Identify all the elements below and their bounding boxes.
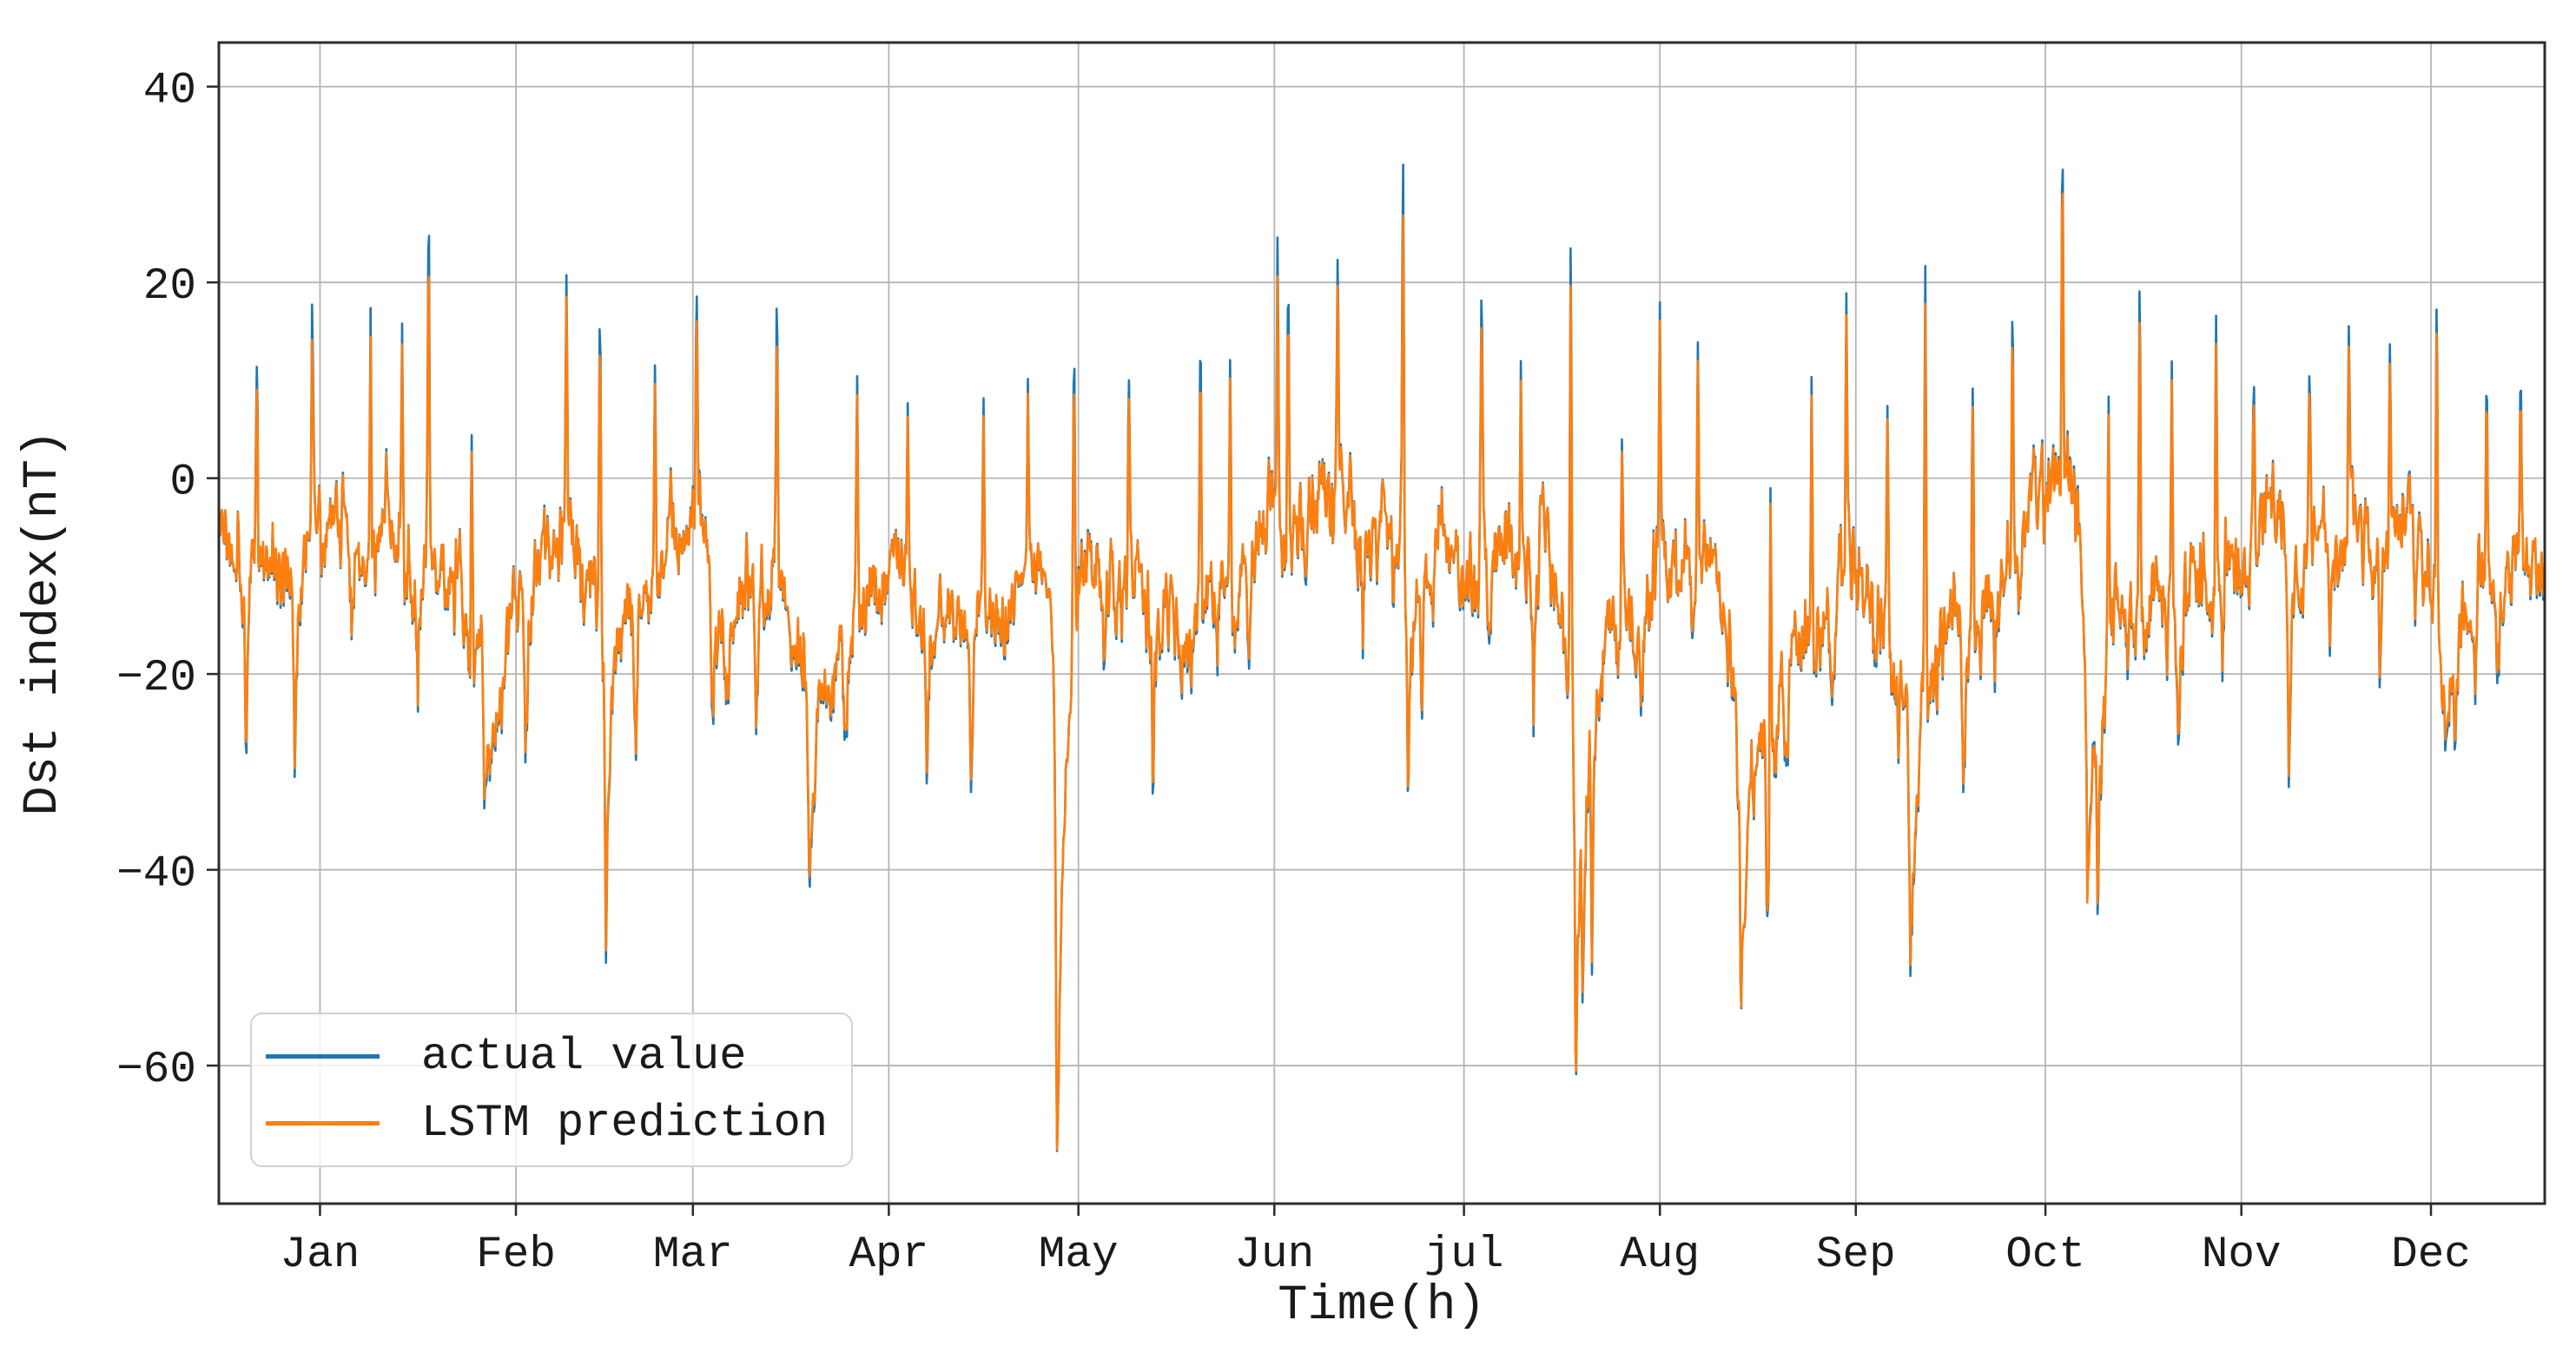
lstm-prediction-line xyxy=(219,192,2545,1151)
plot-border xyxy=(217,41,2546,1205)
x-tick-label: Dec xyxy=(2391,1231,2471,1280)
legend-line-actual-value-icon xyxy=(266,1054,380,1059)
axis-ticks: 40 20 0 −20 −40 −60 Jan Feb Mar Apr May Jun jul Aug Se… xyxy=(116,67,2471,1280)
y-axis-label: Dst index(nT) xyxy=(16,429,71,816)
legend-label-lstm-prediction: LSTM prediction xyxy=(421,1098,829,1149)
x-tick-label: Aug xyxy=(1620,1231,1700,1280)
y-tick-label: 20 xyxy=(143,262,196,312)
legend-line-lstm-prediction-icon xyxy=(266,1121,380,1125)
x-tick-label: Apr xyxy=(849,1231,928,1280)
y-tick-label: 0 xyxy=(169,459,196,508)
x-tick-label: Sep xyxy=(1816,1231,1896,1280)
y-tick-label: −40 xyxy=(116,850,196,900)
legend-item-lstm-prediction: LSTM prediction xyxy=(252,1090,851,1157)
legend: actual value LSTM prediction xyxy=(250,1013,853,1167)
y-tick-label: −60 xyxy=(116,1046,196,1095)
x-tick-label: jul xyxy=(1424,1231,1504,1280)
x-tick-label: May xyxy=(1039,1231,1119,1280)
x-axis-label: Time(h) xyxy=(1278,1278,1486,1334)
y-tick-label: −20 xyxy=(116,654,196,703)
legend-label-actual-value: actual value xyxy=(421,1031,747,1082)
x-tick-label: Mar xyxy=(653,1231,733,1280)
x-tick-label: Oct xyxy=(2005,1231,2085,1280)
series-group xyxy=(219,163,2545,1152)
x-tick-label: Feb xyxy=(476,1231,556,1280)
x-tick-label: Jan xyxy=(281,1231,360,1280)
grid xyxy=(219,43,2545,1204)
y-tick-label: 40 xyxy=(143,67,196,116)
x-tick-label: Jun xyxy=(1234,1231,1314,1280)
legend-item-actual-value: actual value xyxy=(252,1023,851,1090)
x-tick-label: Nov xyxy=(2202,1231,2282,1280)
